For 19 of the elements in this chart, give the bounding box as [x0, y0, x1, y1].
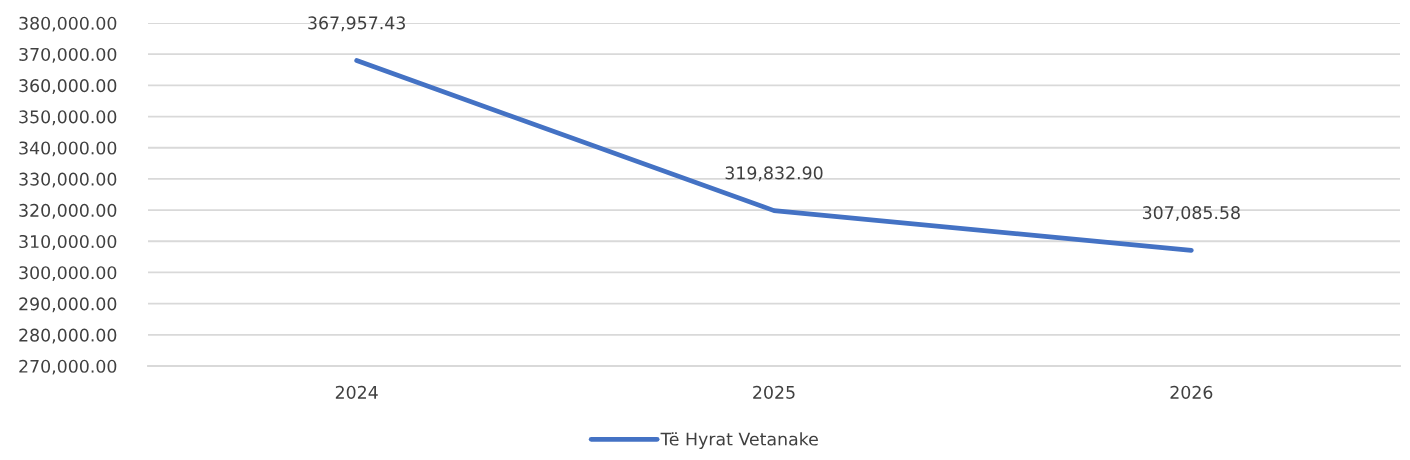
y-tick-label: 330,000.00	[19, 172, 117, 188]
x-tick-label: 2025	[753, 385, 795, 399]
x-tick-label: 2024	[335, 385, 378, 399]
data-label: 319,832.90	[725, 166, 823, 182]
y-tick-label: 310,000.00	[19, 234, 117, 250]
data-label: 307,085.58	[1142, 206, 1240, 221]
y-tick-label: 380,000.00	[19, 16, 117, 32]
y-tick-label: 290,000.00	[19, 297, 117, 313]
y-tick-label: 340,000.00	[19, 141, 117, 157]
y-tick-label: 280,000.00	[19, 328, 117, 344]
y-tick-label: 370,000.00	[19, 47, 117, 63]
y-tick-label: 350,000.00	[19, 110, 117, 126]
x-tick-label: 2026	[1170, 385, 1213, 399]
y-tick-label: 320,000.00	[19, 203, 117, 219]
y-tick-label: 300,000.00	[19, 266, 117, 282]
y-tick-label: 360,000.00	[19, 79, 117, 94]
y-tick-label: 270,000.00	[19, 359, 117, 375]
legend-label: Të Hyrat Vetanake	[660, 432, 818, 449]
data-label: 367,957.43	[308, 16, 405, 32]
